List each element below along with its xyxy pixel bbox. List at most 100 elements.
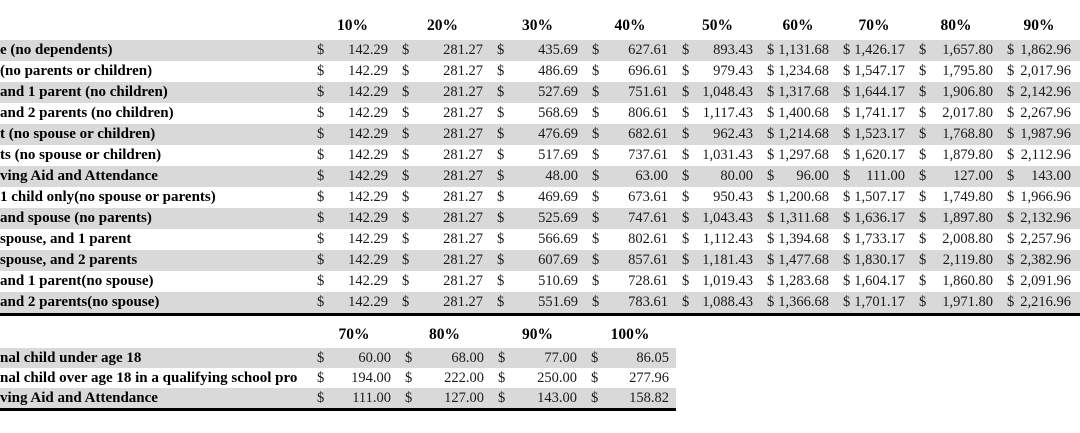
amount-cell[interactable]: $1,311.68 (760, 208, 836, 229)
amount-cell[interactable]: $142.29 (310, 250, 395, 271)
amount-cell[interactable]: $48.00 (490, 166, 585, 187)
percentage-column-header[interactable]: 90% (522, 326, 553, 343)
amount-cell[interactable]: $1,043.43 (675, 208, 760, 229)
amount-cell[interactable]: $510.69 (490, 271, 585, 292)
amount-cell[interactable]: $1,741.17 (836, 103, 912, 124)
amount-cell[interactable]: $1,830.17 (836, 250, 912, 271)
amount-cell[interactable]: $1,768.80 (912, 124, 1000, 145)
amount-cell[interactable]: $1,117.43 (675, 103, 760, 124)
amount-cell[interactable]: $783.61 (585, 292, 675, 313)
amount-cell[interactable]: $281.27 (395, 229, 490, 250)
amount-cell[interactable]: $2,112.96 (1000, 145, 1078, 166)
amount-cell[interactable]: $627.61 (585, 40, 675, 61)
row-label-cell[interactable]: and 1 parent(no spouse) (0, 273, 154, 289)
amount-cell[interactable]: $1,523.17 (836, 124, 912, 145)
amount-cell[interactable]: $281.27 (395, 208, 490, 229)
row-label-cell[interactable]: ving Aid and Attendance (0, 390, 158, 406)
amount-cell[interactable]: $281.27 (395, 124, 490, 145)
amount-cell[interactable]: $1,749.80 (912, 187, 1000, 208)
amount-cell[interactable]: $142.29 (310, 40, 395, 61)
amount-cell[interactable]: $476.69 (490, 124, 585, 145)
amount-cell[interactable]: $551.69 (490, 292, 585, 313)
amount-cell[interactable]: $1,701.17 (836, 292, 912, 313)
amount-cell[interactable]: $1,795.80 (912, 61, 1000, 82)
amount-cell[interactable]: $96.00 (760, 166, 836, 187)
amount-cell[interactable]: $962.43 (675, 124, 760, 145)
amount-cell[interactable]: $281.27 (395, 166, 490, 187)
percentage-column-header[interactable]: 70% (858, 17, 890, 34)
amount-cell[interactable]: $527.69 (490, 82, 585, 103)
amount-cell[interactable]: $1,971.80 (912, 292, 1000, 313)
row-label-cell[interactable]: t (no spouse or children) (0, 126, 156, 142)
amount-cell[interactable]: $1,966.96 (1000, 187, 1078, 208)
percentage-column-header[interactable]: 60% (782, 17, 814, 34)
row-label-cell[interactable]: ts (no spouse or children) (0, 147, 162, 163)
amount-cell[interactable]: $1,048.43 (675, 82, 760, 103)
row-label-cell[interactable]: spouse, and 1 parent (0, 231, 132, 247)
amount-cell[interactable]: $142.29 (310, 103, 395, 124)
percentage-column-header[interactable]: 80% (429, 326, 460, 343)
amount-cell[interactable]: $1,604.17 (836, 271, 912, 292)
amount-cell[interactable]: $1,400.68 (760, 103, 836, 124)
amount-cell[interactable]: $60.00 (310, 348, 398, 368)
amount-cell[interactable]: $142.29 (310, 166, 395, 187)
percentage-column-header[interactable]: 90% (1023, 17, 1055, 34)
amount-cell[interactable]: $2,142.96 (1000, 82, 1078, 103)
amount-cell[interactable]: $950.43 (675, 187, 760, 208)
amount-cell[interactable]: $1,297.68 (760, 145, 836, 166)
amount-cell[interactable]: $802.61 (585, 229, 675, 250)
row-label-cell[interactable]: ving Aid and Attendance (0, 168, 158, 184)
amount-cell[interactable]: $737.61 (585, 145, 675, 166)
amount-cell[interactable]: $1,547.17 (836, 61, 912, 82)
amount-cell[interactable]: $281.27 (395, 250, 490, 271)
amount-cell[interactable]: $281.27 (395, 271, 490, 292)
amount-cell[interactable]: $1,394.68 (760, 229, 836, 250)
amount-cell[interactable]: $1,733.17 (836, 229, 912, 250)
amount-cell[interactable]: $142.29 (310, 124, 395, 145)
amount-cell[interactable]: $142.29 (310, 187, 395, 208)
amount-cell[interactable]: $194.00 (310, 368, 398, 388)
amount-cell[interactable]: $277.96 (584, 368, 676, 388)
amount-cell[interactable]: $1,031.43 (675, 145, 760, 166)
amount-cell[interactable]: $1,860.80 (912, 271, 1000, 292)
amount-cell[interactable]: $281.27 (395, 61, 490, 82)
amount-cell[interactable]: $158.82 (584, 388, 676, 408)
amount-cell[interactable]: $568.69 (490, 103, 585, 124)
amount-cell[interactable]: $2,382.96 (1000, 250, 1078, 271)
row-label-cell[interactable]: 1 child only(no spouse or parents) (0, 189, 216, 205)
amount-cell[interactable]: $281.27 (395, 292, 490, 313)
amount-cell[interactable]: $142.29 (310, 145, 395, 166)
amount-cell[interactable]: $1,019.43 (675, 271, 760, 292)
amount-cell[interactable]: $1,987.96 (1000, 124, 1078, 145)
amount-cell[interactable]: $281.27 (395, 103, 490, 124)
amount-cell[interactable]: $1,366.68 (760, 292, 836, 313)
amount-cell[interactable]: $566.69 (490, 229, 585, 250)
amount-cell[interactable]: $673.61 (585, 187, 675, 208)
amount-cell[interactable]: $111.00 (836, 166, 912, 187)
row-label-cell[interactable]: (no parents or children) (0, 63, 153, 79)
amount-cell[interactable]: $1,112.43 (675, 229, 760, 250)
amount-cell[interactable]: $250.00 (491, 368, 584, 388)
amount-cell[interactable]: $1,317.68 (760, 82, 836, 103)
amount-cell[interactable]: $142.29 (310, 82, 395, 103)
amount-cell[interactable]: $142.29 (310, 61, 395, 82)
amount-cell[interactable]: $979.43 (675, 61, 760, 82)
amount-cell[interactable]: $281.27 (395, 187, 490, 208)
amount-cell[interactable]: $1,088.43 (675, 292, 760, 313)
row-label-cell[interactable]: and 2 parents (no children) (0, 105, 174, 121)
amount-cell[interactable]: $143.00 (491, 388, 584, 408)
amount-cell[interactable]: $696.61 (585, 61, 675, 82)
amount-cell[interactable]: $222.00 (398, 368, 491, 388)
amount-cell[interactable]: $86.05 (584, 348, 676, 368)
amount-cell[interactable]: $1,644.17 (836, 82, 912, 103)
amount-cell[interactable]: $142.29 (310, 229, 395, 250)
amount-cell[interactable]: $1,636.17 (836, 208, 912, 229)
amount-cell[interactable]: $607.69 (490, 250, 585, 271)
amount-cell[interactable]: $1,214.68 (760, 124, 836, 145)
row-label-cell[interactable]: and 1 parent (no children) (0, 84, 168, 100)
row-label-cell[interactable]: and 2 parents(no spouse) (0, 294, 160, 310)
amount-cell[interactable]: $63.00 (585, 166, 675, 187)
amount-cell[interactable]: $1,426.17 (836, 40, 912, 61)
amount-cell[interactable]: $2,216.96 (1000, 292, 1078, 313)
row-label-cell[interactable]: nal child under age 18 (0, 350, 142, 366)
